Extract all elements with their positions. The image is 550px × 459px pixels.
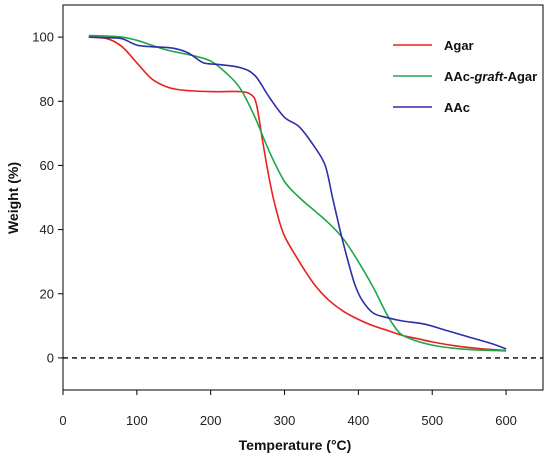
x-tick-label: 200 [200,413,222,428]
x-tick-label: 500 [421,413,443,428]
legend: Agar AAc-graft-Agar AAc [393,38,537,115]
legend-label-aac: AAc [444,100,470,115]
y-tick-label: 100 [32,30,54,45]
x-tick-label: 0 [59,413,66,428]
x-tick-label: 600 [495,413,517,428]
y-tick-label: 80 [40,94,54,109]
y-tick-label: 0 [47,350,54,365]
y-tick-label: 60 [40,158,54,173]
y-axis-ticks: 0 20 40 60 80 100 [32,30,63,365]
legend-label-agar: Agar [444,38,474,53]
y-axis-label: Weight (%) [5,162,21,234]
x-axis-label: Temperature (°C) [239,437,352,453]
x-tick-label: 100 [126,413,148,428]
x-tick-label: 400 [348,413,370,428]
series-line-aac [88,36,507,350]
series-line-agar [88,36,507,352]
plot-frame [62,4,544,391]
y-tick-label: 40 [40,222,54,237]
x-tick-label: 300 [274,413,296,428]
legend-label-aac-graft-agar: AAc-graft-Agar [444,69,537,84]
series-layer [88,34,507,352]
y-tick-label: 20 [40,286,54,301]
x-axis-ticks: 0 100 200 300 400 500 600 [59,390,517,428]
